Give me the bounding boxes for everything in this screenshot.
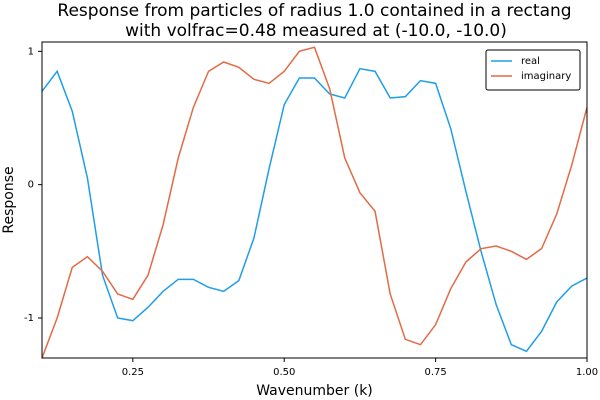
- series-line: [42, 46, 587, 358]
- y-tick-label: 0: [28, 180, 34, 191]
- chart-title: with volfrac=0.48 measured at (-10.0, -1…: [125, 21, 507, 41]
- y-axis-label: Response: [1, 166, 17, 233]
- legend-label: imaginary: [521, 71, 571, 82]
- series-line: [42, 67, 587, 353]
- legend-label: real: [521, 56, 540, 67]
- chart-title: Response from particles of radius 1.0 co…: [57, 1, 571, 21]
- y-tick-label: 1: [28, 46, 34, 57]
- x-tick-label: 0.25: [122, 367, 144, 378]
- x-axis-label: Wavenumber (k): [256, 383, 373, 399]
- x-tick-label: 1.00: [576, 367, 598, 378]
- legend-box: [485, 49, 581, 91]
- y-tick-label: -1: [24, 313, 34, 324]
- x-tick-label: 0.50: [273, 367, 295, 378]
- x-tick-label: 0.75: [424, 367, 446, 378]
- plot-frame: [41, 41, 588, 359]
